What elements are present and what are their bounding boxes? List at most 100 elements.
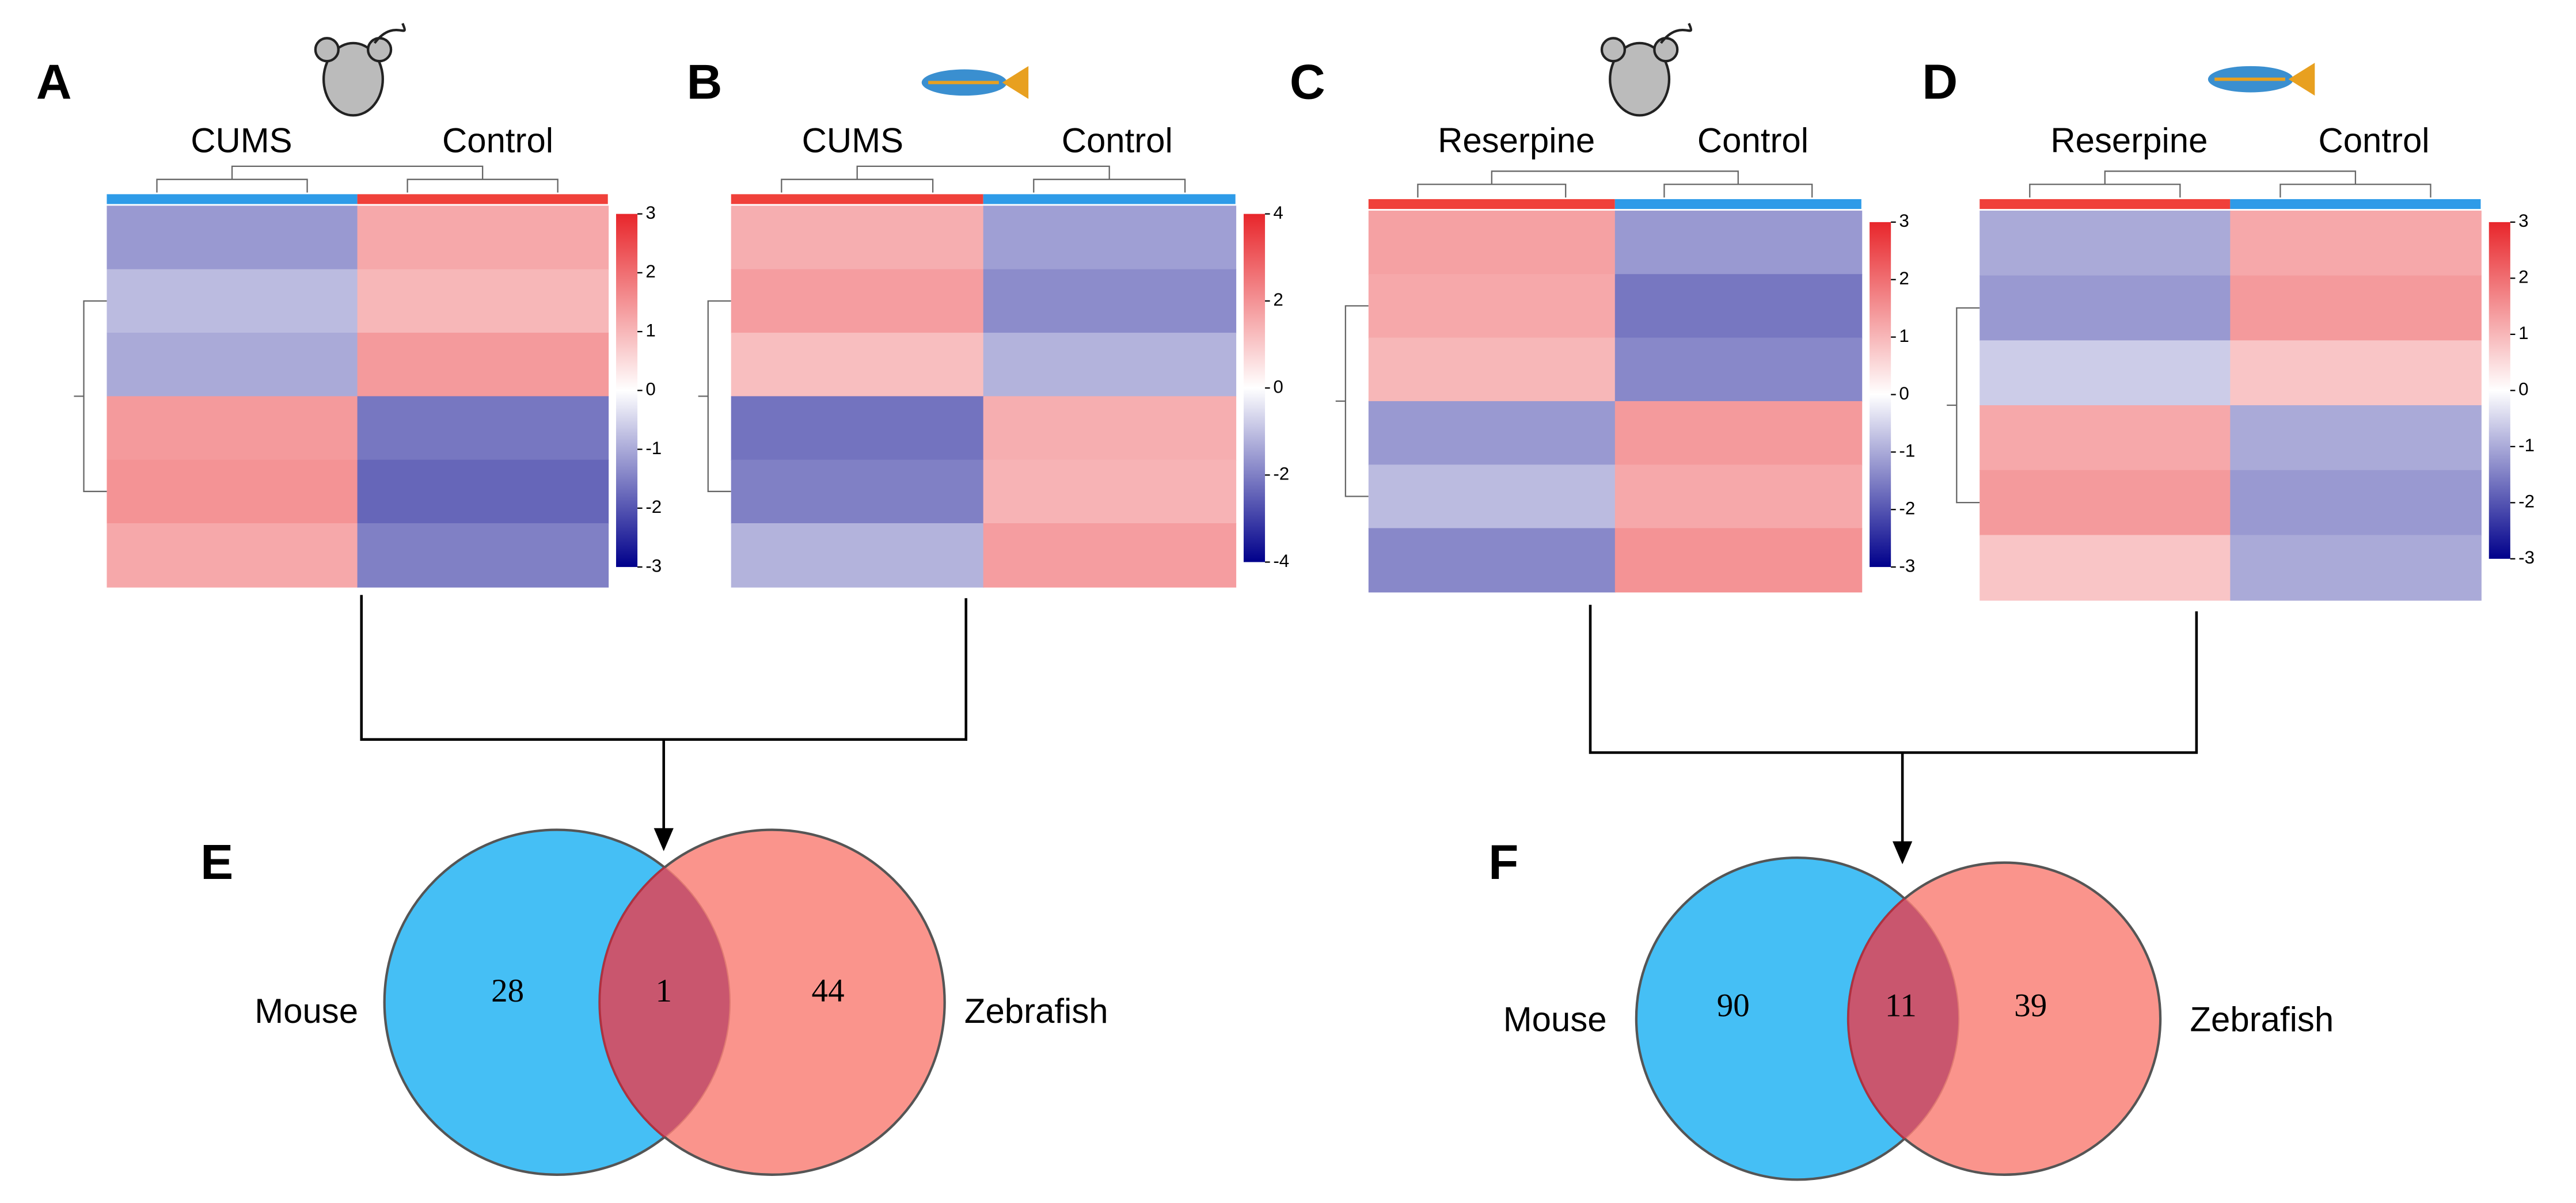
heatmap-cell [731,269,985,334]
colorbar-tick-label: 1 [2518,323,2528,343]
colorbar-tick-label: -1 [2518,435,2535,455]
heatmap-cell [357,205,609,271]
colorbar-tick-label: 4 [1273,203,1283,223]
group-label: Control [2318,121,2429,160]
colorbar-tick-label: 0 [2518,379,2528,399]
dendrogram-branch [231,165,484,180]
heatmap-cell [983,205,1237,271]
group-bar [357,194,608,204]
heatmap-cell [731,333,985,397]
venn-count: 39 [2014,988,2047,1024]
heatmap-cell [2230,275,2482,341]
colorbar-tick-label: -2 [1273,464,1289,484]
heatmap-cell [1614,274,1863,338]
arrow-head [1893,841,1913,865]
group-label: Control [1062,121,1173,160]
colorbar-tick-label: -2 [2518,492,2535,512]
fish-icon [921,66,1029,99]
colorbar-tick-label: -1 [1899,441,1915,461]
heatmap-cell [983,523,1237,588]
venn-count: 1 [655,973,672,1009]
connector [360,595,968,741]
venn-count: 11 [1885,988,1917,1024]
row-dendrogram [1335,305,1369,497]
heatmap-cell [357,396,609,461]
connectors [360,595,2198,848]
colorbar-tick-label: -2 [645,497,662,517]
colorbar-tick-label: 1 [1899,326,1909,346]
panel-label: F [1488,835,1518,890]
column-dendrogram [156,165,558,193]
heatmap-cell [107,269,359,334]
heatmap-cell [983,333,1237,397]
dendrogram-branch [1663,184,1813,198]
heatmap-cell [357,523,609,588]
set-label: Mouse [1503,1000,1607,1038]
heatmap-cell [2230,210,2482,277]
colorbar-tick-label: 0 [1899,383,1909,403]
heatmap-cell [1980,210,2231,277]
dendrogram-branch [156,178,308,193]
colorbar-tick-label: 3 [2518,211,2528,231]
colorbar [1870,222,1891,568]
heatmap-cell [107,333,359,397]
colorbar-tick-label: -1 [645,438,662,458]
heatmap-cell [1980,535,2231,601]
dendrogram-branch [1033,178,1186,193]
dendrogram-branch [781,178,934,193]
heatmap-cell [107,205,359,271]
dendrogram-branch [2029,184,2181,198]
heatmap-cell [1980,275,2231,341]
row-dendrogram [74,300,107,492]
colorbar [1243,214,1266,562]
heatmap-cell [357,269,609,334]
colorbar-tick-label: 1 [645,320,655,340]
set-label: Zebrafish [964,992,1108,1030]
heatmap-cell [2230,535,2482,601]
heatmap-cell [983,459,1237,524]
panel-label: B [687,55,723,110]
group-bar [1614,199,1861,210]
colorbar-tick-label: 0 [645,379,655,399]
colorbar-tick-label: 3 [1899,211,1909,231]
colorbar-tick-label: 2 [1899,268,1909,288]
row-dendrogram [698,300,731,492]
venn-count: 28 [491,973,524,1009]
column-dendrogram [781,165,1186,193]
colorbar-tick-label: -3 [2518,547,2535,568]
dendrogram-branch [1956,307,1980,504]
colorbar-tick-label: -3 [645,555,662,576]
mouse-icon [314,22,406,117]
heatmap-cell [731,396,985,461]
colorbar-tick-label: 2 [645,261,655,281]
dendrogram-branch [2279,184,2431,198]
set-label: Mouse [254,992,358,1030]
fish-icon [2208,63,2315,96]
heatmap-cell [1614,528,1863,593]
dendrogram-branch [856,165,1110,180]
heatmap-cell [731,523,985,588]
dendrogram-branch [83,300,107,492]
heatmap-cell [1368,274,1616,338]
mouse-icon [1600,22,1693,117]
dendrogram-branch [1491,170,1739,185]
heatmap-cell [107,396,359,461]
panel-label: C [1290,55,1325,110]
connector [1589,604,2198,754]
heatmap-cell [1368,210,1616,275]
panel-label: D [1922,55,1958,110]
group-bar [983,194,1236,204]
set-label: Zebrafish [2190,1000,2334,1038]
heatmap-cell [983,269,1237,334]
heatmap-cell [731,205,985,271]
group-bar [107,194,358,204]
group-bar [2230,199,2481,210]
panel-label: E [200,835,233,890]
heatmap-cell [1614,210,1863,275]
heatmap-cell [1368,528,1616,593]
arrow-head [654,828,674,851]
group-label: Control [442,121,553,160]
group-bar [731,194,983,204]
dendrogram-branch [2104,170,2357,185]
colorbar-tick-label: -3 [1899,555,1915,576]
